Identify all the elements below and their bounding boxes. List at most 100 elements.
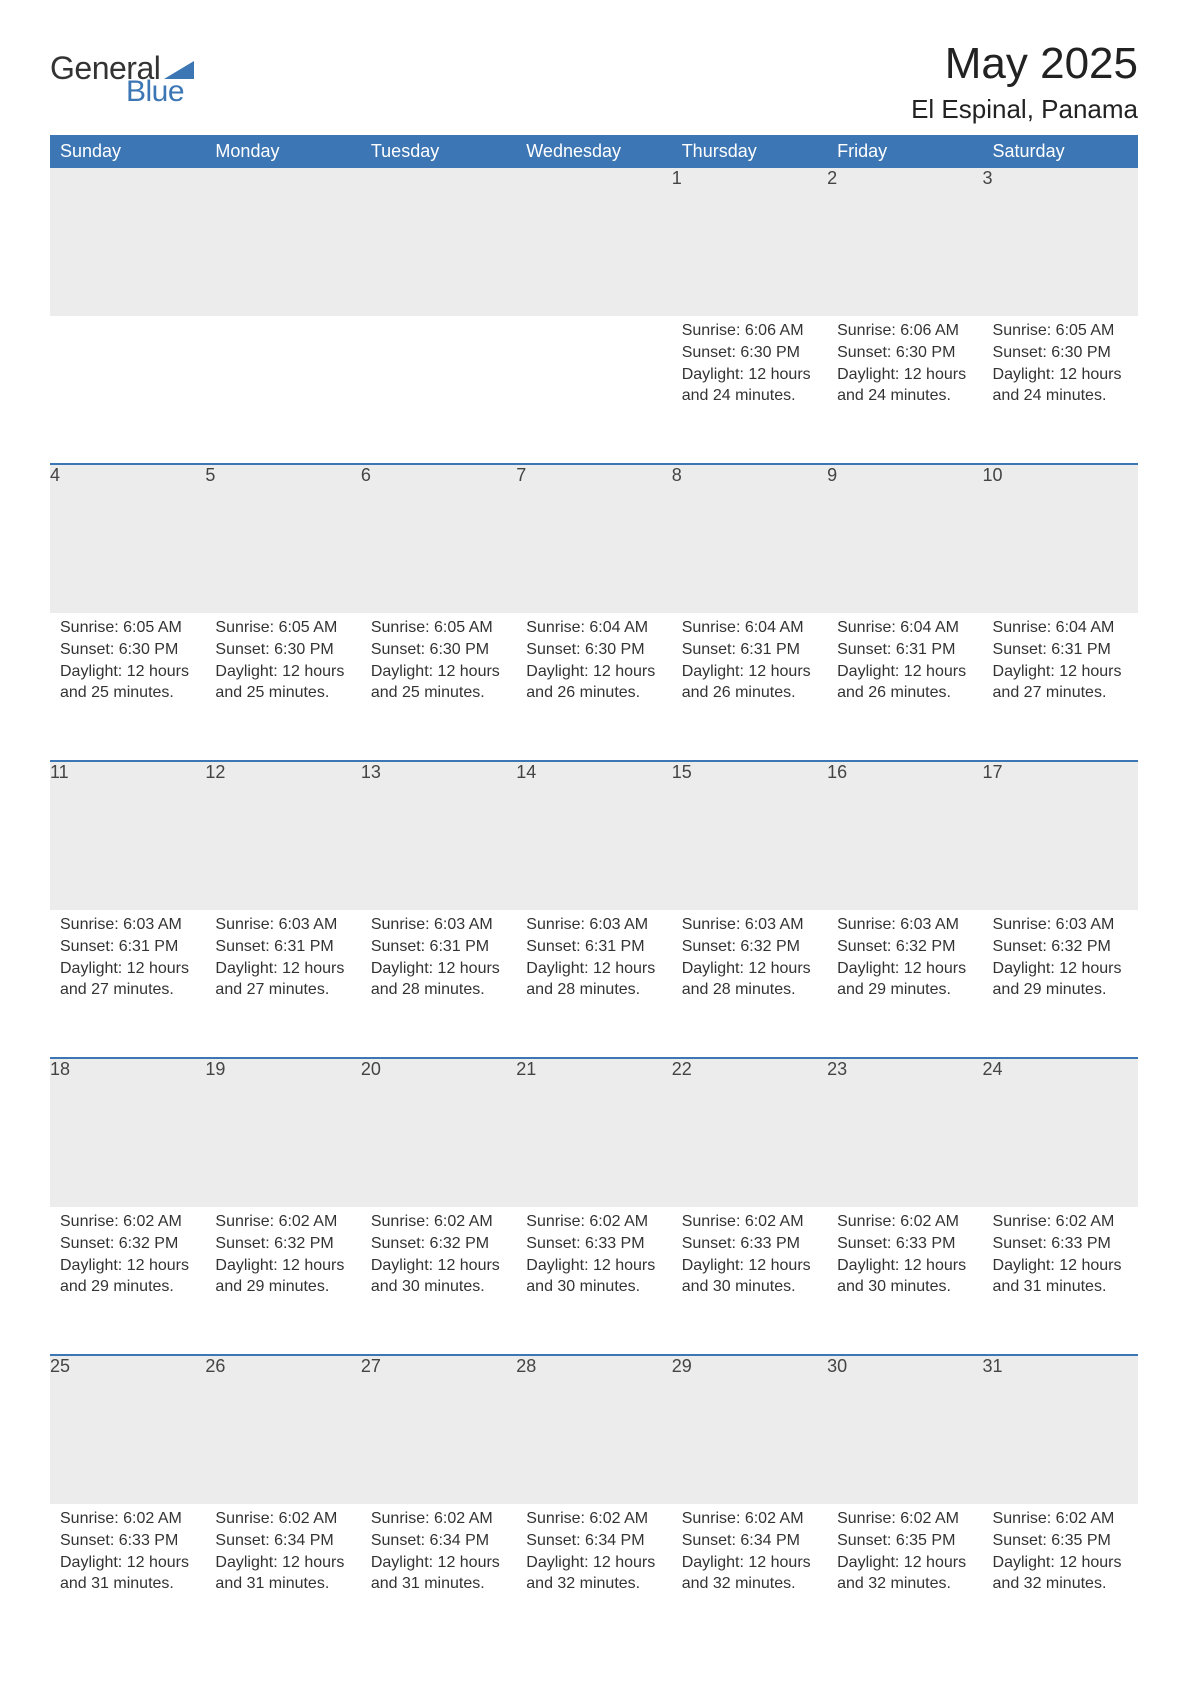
day-number: 9: [827, 465, 982, 613]
day-number: 28: [516, 1356, 671, 1504]
day-number: 23: [827, 1059, 982, 1207]
day-cell: Sunrise: 6:06 AMSunset: 6:30 PMDaylight:…: [827, 316, 982, 464]
sunrise-line: Sunrise: 6:02 AM: [371, 1508, 506, 1530]
daylight-line-2: and 32 minutes.: [526, 1573, 661, 1595]
sunset-line: Sunset: 6:35 PM: [993, 1530, 1128, 1552]
daylight-line-2: and 30 minutes.: [682, 1276, 817, 1298]
day-cell: Sunrise: 6:02 AMSunset: 6:34 PMDaylight:…: [361, 1504, 516, 1652]
brand-logo: General Blue: [50, 52, 194, 107]
day-content: Sunrise: 6:05 AMSunset: 6:30 PMDaylight:…: [205, 613, 360, 713]
daylight-line-2: and 24 minutes.: [837, 385, 972, 407]
day-content: Sunrise: 6:02 AMSunset: 6:32 PMDaylight:…: [361, 1207, 516, 1307]
sunset-line: Sunset: 6:30 PM: [993, 342, 1128, 364]
daylight-line-1: Daylight: 12 hours: [682, 958, 817, 980]
day-content: Sunrise: 6:04 AMSunset: 6:31 PMDaylight:…: [983, 613, 1138, 713]
day-number: 13: [361, 762, 516, 910]
day-content: Sunrise: 6:02 AMSunset: 6:32 PMDaylight:…: [50, 1207, 205, 1307]
day-cell: Sunrise: 6:02 AMSunset: 6:34 PMDaylight:…: [672, 1504, 827, 1652]
daylight-line-2: and 29 minutes.: [993, 979, 1128, 1001]
day-cell: [205, 316, 360, 464]
daylight-line-2: and 29 minutes.: [837, 979, 972, 1001]
sunrise-line: Sunrise: 6:02 AM: [993, 1508, 1128, 1530]
day-content: Sunrise: 6:02 AMSunset: 6:34 PMDaylight:…: [205, 1504, 360, 1604]
sunrise-line: Sunrise: 6:02 AM: [837, 1508, 972, 1530]
daylight-line-1: Daylight: 12 hours: [526, 1255, 661, 1277]
daylight-line-2: and 29 minutes.: [215, 1276, 350, 1298]
daylight-line-1: Daylight: 12 hours: [526, 958, 661, 980]
sunset-line: Sunset: 6:32 PM: [682, 936, 817, 958]
day-number: 7: [516, 465, 671, 613]
week-row: Sunrise: 6:06 AMSunset: 6:30 PMDaylight:…: [50, 316, 1138, 464]
title-block: May 2025 El Espinal, Panama: [911, 40, 1138, 125]
day-content: Sunrise: 6:03 AMSunset: 6:31 PMDaylight:…: [205, 910, 360, 1010]
day-cell: [50, 316, 205, 464]
sunset-line: Sunset: 6:31 PM: [60, 936, 195, 958]
day-number: 19: [205, 1059, 360, 1207]
sunset-line: Sunset: 6:31 PM: [837, 639, 972, 661]
daylight-line-2: and 26 minutes.: [682, 682, 817, 704]
daynum-row: 11121314151617: [50, 762, 1138, 910]
day-cell: Sunrise: 6:04 AMSunset: 6:31 PMDaylight:…: [983, 613, 1138, 761]
sunset-line: Sunset: 6:32 PM: [993, 936, 1128, 958]
daylight-line-1: Daylight: 12 hours: [526, 1552, 661, 1574]
day-content: Sunrise: 6:05 AMSunset: 6:30 PMDaylight:…: [983, 316, 1138, 416]
week-row: Sunrise: 6:02 AM Sunset: 6:33 PM Daylight:…: [50, 1504, 1138, 1652]
sunrise-line: Sunrise: 6:04 AM: [526, 617, 661, 639]
day-number: 14: [516, 762, 671, 910]
sunset-line: Sunset: 6:31 PM: [526, 936, 661, 958]
col-sunday: Sunday: [50, 135, 205, 168]
daylight-line-1: Daylight: 12 hours: [993, 958, 1128, 980]
sunset-line: Sunset: 6:33 PM: [526, 1233, 661, 1255]
day-cell: Sunrise: 6:03 AMSunset: 6:31 PMDaylight:…: [205, 910, 360, 1058]
daylight-line-1: Daylight: 12 hours: [526, 661, 661, 683]
daylight-line-2: and 31 minutes.: [993, 1276, 1128, 1298]
sunrise-line: Sunrise: 6:05 AM: [60, 617, 195, 639]
day-number: 31: [983, 1356, 1138, 1504]
daylight-line-2: and 31 minutes.: [215, 1573, 350, 1595]
sunset-line: Sunset: 6:30 PM: [682, 342, 817, 364]
daylight-line-2: and 27 minutes.: [60, 979, 195, 1001]
day-content: Sunrise: 6:02 AMSunset: 6:33 PMDaylight:…: [50, 1504, 205, 1604]
col-wednesday: Wednesday: [516, 135, 671, 168]
daylight-line-2: and 31 minutes.: [371, 1573, 506, 1595]
daylight-line-2: and 30 minutes.: [837, 1276, 972, 1298]
daylight-line-1: Daylight: 12 hours: [993, 1552, 1128, 1574]
daylight-line-1: Daylight: 12 hours: [215, 958, 350, 980]
day-number: 11: [50, 762, 205, 910]
day-cell: Sunrise: 6:04 AMSunset: 6:31 PMDaylight:…: [672, 613, 827, 761]
day-cell: Sunrise: 6:06 AMSunset: 6:30 PMDaylight:…: [672, 316, 827, 464]
day-content: Sunrise: 6:02 AMSunset: 6:33 PMDaylight:…: [983, 1207, 1138, 1307]
daylight-line-1: Daylight: 12 hours: [993, 1255, 1128, 1277]
sunrise-line: Sunrise: 6:05 AM: [371, 617, 506, 639]
sunset-line: Sunset: 6:31 PM: [682, 639, 817, 661]
sunset-line: Sunset: 6:33 PM: [60, 1530, 195, 1552]
day-cell: Sunrise: 6:02 AMSunset: 6:33 PMDaylight:…: [983, 1207, 1138, 1355]
day-content: Sunrise: 6:03 AMSunset: 6:32 PMDaylight:…: [983, 910, 1138, 1010]
sunrise-line: Sunrise: 6:04 AM: [682, 617, 817, 639]
day-number: 29: [672, 1356, 827, 1504]
daylight-line-2: and 30 minutes.: [526, 1276, 661, 1298]
sunset-line: Sunset: 6:34 PM: [215, 1530, 350, 1552]
daylight-line-1: Daylight: 12 hours: [215, 661, 350, 683]
sunset-line: Sunset: 6:34 PM: [526, 1530, 661, 1552]
day-content: Sunrise: 6:03 AMSunset: 6:32 PMDaylight:…: [827, 910, 982, 1010]
day-content: Sunrise: 6:02 AMSunset: 6:35 PMDaylight:…: [827, 1504, 982, 1604]
calendar-table: Sunday Monday Tuesday Wednesday Thursday…: [50, 135, 1138, 1652]
sunset-line: Sunset: 6:32 PM: [60, 1233, 195, 1255]
daylight-line-1: Daylight: 12 hours: [682, 661, 817, 683]
daylight-line-2: and 24 minutes.: [993, 385, 1128, 407]
day-number: 4: [50, 465, 205, 613]
day-number: [361, 168, 516, 316]
sunset-line: Sunset: 6:30 PM: [837, 342, 972, 364]
day-number: 3: [983, 168, 1138, 316]
daylight-line-1: Daylight: 12 hours: [837, 1552, 972, 1574]
daylight-line-2: and 28 minutes.: [682, 979, 817, 1001]
week-row: Sunrise: 6:05 AMSunset: 6:30 PMDaylight:…: [50, 613, 1138, 761]
daylight-line-2: and 25 minutes.: [215, 682, 350, 704]
day-number: 5: [205, 465, 360, 613]
day-content: Sunrise: 6:04 AMSunset: 6:30 PMDaylight:…: [516, 613, 671, 713]
day-cell: Sunrise: 6:02 AMSunset: 6:32 PMDaylight:…: [361, 1207, 516, 1355]
day-cell: Sunrise: 6:02 AMSunset: 6:32 PMDaylight:…: [205, 1207, 360, 1355]
page-header: General Blue May 2025 El Espinal, Panama: [50, 40, 1138, 125]
daylight-line-2: and 30 minutes.: [371, 1276, 506, 1298]
